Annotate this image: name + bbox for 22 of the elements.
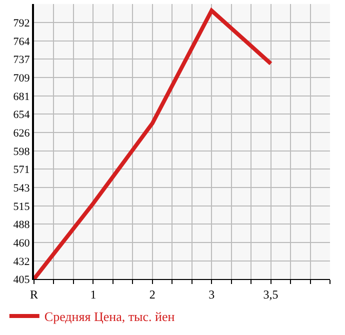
x-tick-label: 1 xyxy=(90,287,96,302)
y-tick-label: 515 xyxy=(13,200,30,213)
y-tick-label: 571 xyxy=(13,164,30,176)
y-tick-label: 432 xyxy=(13,256,30,268)
y-tick-label: 654 xyxy=(13,108,30,121)
x-tick-label: 3,5 xyxy=(263,287,278,302)
x-tick-label: R xyxy=(30,287,38,302)
y-tick-label: 543 xyxy=(13,182,30,194)
y-tick-label: 405 xyxy=(13,274,30,286)
y-tick-label: 460 xyxy=(13,237,30,250)
y-tick-label: 488 xyxy=(13,218,30,231)
y-tick-label: 598 xyxy=(13,146,30,158)
y-tick-label: 764 xyxy=(13,36,30,48)
y-tick-label: 709 xyxy=(13,72,30,84)
y-tick-label: 681 xyxy=(13,90,30,103)
line-series xyxy=(34,8,273,279)
legend-label: Средняя Цена, тыс. йен xyxy=(44,309,175,324)
y-tick-label: 626 xyxy=(13,127,30,140)
x-tick-label: 3 xyxy=(208,287,215,302)
y-tick-label: 737 xyxy=(13,54,30,66)
y-tick-label: 792 xyxy=(13,17,30,30)
x-tick-label: 2 xyxy=(149,287,156,302)
